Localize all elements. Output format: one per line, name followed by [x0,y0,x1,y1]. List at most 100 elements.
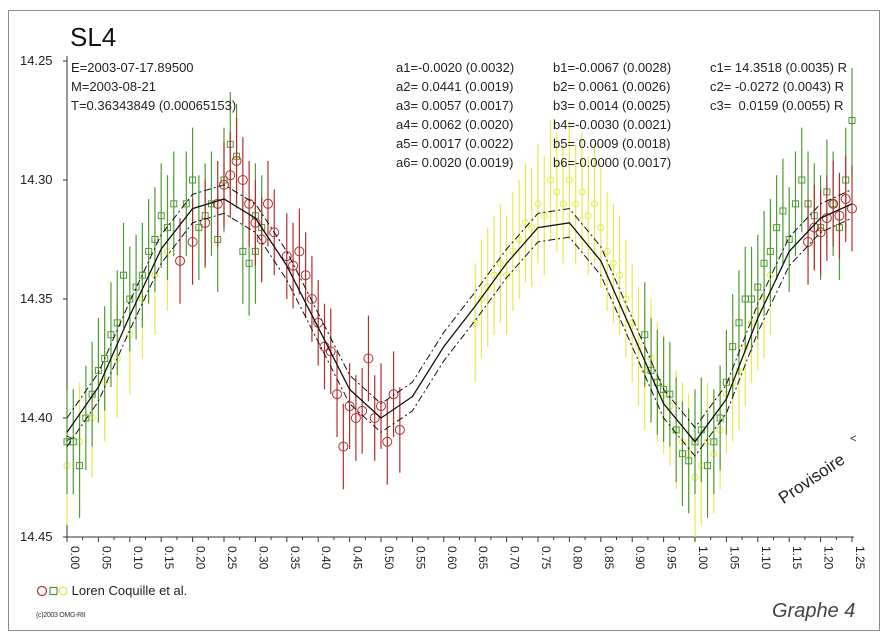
x-tick-label: 1.00 [696,546,710,570]
data-point [798,176,806,184]
chart-frame [8,10,880,631]
x-tick-label: 0.10 [131,546,145,570]
coef-b3: b3= 0.0014 (0.0025) [553,98,671,113]
data-point [338,441,349,452]
data-point [281,251,292,262]
data-point [840,194,851,205]
data-point [376,401,386,412]
x-tick-label: 0.80 [570,546,584,570]
data-point [685,457,693,465]
data-point [848,117,856,124]
data-point [382,436,393,447]
data-point [363,353,374,364]
data-point [300,270,311,281]
x-tick-label: 0.15 [162,546,176,570]
data-point [477,295,485,303]
tick-labels: 14.25 14.30 14.35 14.40 14.45 0.00 0.05 0.10 0.1… [20,53,867,570]
x-tick-label: 1.05 [727,546,741,570]
data-point [584,212,592,220]
data-point [559,200,567,208]
info-line-epoch: E=2003-07-17.89500 [71,60,194,75]
data-point [245,259,253,267]
data-point [821,213,832,224]
fit-lower-bound [66,212,853,457]
data-point [145,247,153,255]
data-point [628,319,636,327]
data-point [237,175,248,185]
y-tick-label: 14.45 [20,529,53,544]
info-line-period: T=0.36343849 (0.00065153) [71,98,237,113]
data-point [616,271,624,279]
data-point [729,343,737,351]
data-point [394,424,405,435]
data-point [189,176,197,184]
x-tick-label: 0.65 [476,546,490,570]
coef-c3: c3= 0.0159 (0.0055) R [710,98,844,113]
coef-b1: b1=-0.0067 (0.0028) [553,60,672,75]
x-tick-label: 0.50 [382,546,396,570]
coef-c2: c2= -0.0272 (0.0043) R [710,79,845,94]
data-point [490,271,498,279]
left-marker: > [66,433,72,445]
data-point [704,462,712,470]
coef-a5: a5= 0.0017 (0.0022) [396,136,514,151]
coef-b6: b6=-0.0000 (0.0017) [553,155,672,170]
data-point [565,176,573,184]
data-point [647,366,655,374]
y-tick-label: 14.30 [20,172,53,187]
data-point [748,295,756,303]
x-tick-label: 0.20 [194,546,208,570]
data-point [760,259,768,267]
data-point [572,200,580,208]
x-tick-label: 0.90 [633,546,647,570]
data-point [120,271,128,279]
x-tick-label: 0.45 [351,546,365,570]
data-point [163,224,171,232]
data-point [219,179,229,190]
x-tick-label: 1.10 [759,546,773,570]
x-tick-label: 0.00 [68,546,82,570]
copyright-note: (c)2003 OMG-RII [36,612,86,619]
legend-label: Loren Coquille et al. [71,583,188,598]
data-point [722,378,730,386]
data-point [187,236,198,247]
data-point [484,283,492,291]
data-point [231,155,242,166]
data-point [534,200,542,208]
x-tick-label: 0.30 [256,546,270,570]
data-point [641,331,649,339]
data-point [622,295,630,303]
data-point [609,259,617,267]
coef-a6: a6= 0.0020 (0.0019) [396,155,514,170]
coef-a1: a1=-0.0020 (0.0032) [396,60,515,75]
x-tick-label: 0.95 [665,546,679,570]
data-point [710,438,718,446]
fit-curve [66,198,853,443]
coef-a4: a4= 0.0062 (0.0020) [396,117,514,132]
data-point [691,438,699,446]
x-tick-label: 1.25 [853,546,867,570]
data-point [239,247,247,255]
x-tick-label: 0.75 [539,546,553,570]
data-point [678,450,686,458]
data-point [597,224,605,232]
data-point [528,224,536,232]
series-yellow [63,120,774,537]
data-point [834,210,845,221]
data-point [521,219,529,227]
coef-a3: a3= 0.0057 (0.0017) [396,98,514,113]
fit-curves [66,184,853,457]
data-point [515,236,523,243]
y-tick-label: 14.40 [20,410,53,425]
data-point [509,247,517,255]
x-tick-label: 1.15 [790,546,804,570]
coef-a2: a2= 0.0441 (0.0019) [396,79,514,94]
x-tick-label: 0.85 [602,546,616,570]
data-point [157,212,165,220]
data-point [344,401,355,412]
coef-b2: b2= 0.0061 (0.0026) [553,79,671,94]
x-tick-label: 1.20 [822,546,836,570]
data-point [773,224,781,232]
data-point [170,200,178,208]
